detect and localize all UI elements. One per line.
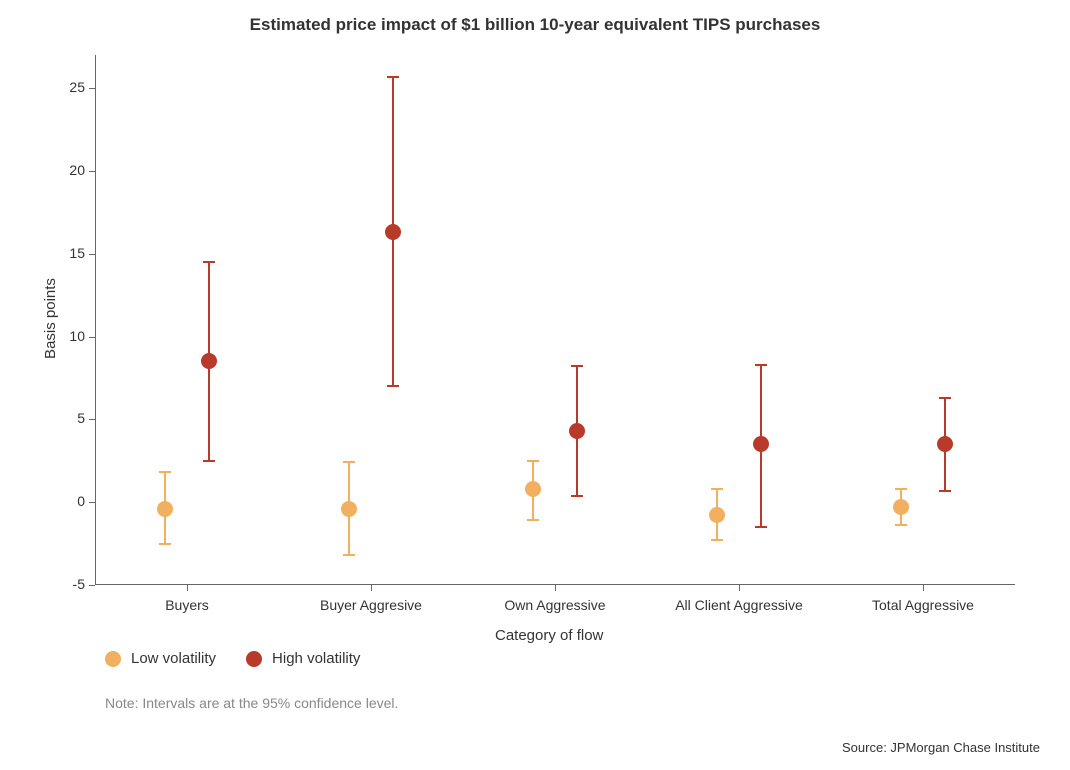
y-tick-label: 20 bbox=[45, 162, 85, 178]
y-tick bbox=[89, 337, 95, 338]
data-point bbox=[201, 353, 217, 369]
x-tick bbox=[371, 585, 372, 591]
error-bar-cap bbox=[755, 364, 767, 366]
error-bar-cap bbox=[527, 460, 539, 462]
legend-label: Low volatility bbox=[131, 650, 216, 667]
y-tick-label: 25 bbox=[45, 79, 85, 95]
legend-item: High volatility bbox=[246, 650, 360, 667]
error-bar-cap bbox=[387, 385, 399, 387]
error-bar-cap bbox=[939, 490, 951, 492]
y-tick bbox=[89, 502, 95, 503]
error-bar-cap bbox=[755, 526, 767, 528]
y-tick-label: 5 bbox=[45, 410, 85, 426]
legend-label: High volatility bbox=[272, 650, 360, 667]
y-tick bbox=[89, 171, 95, 172]
error-bar-cap bbox=[159, 543, 171, 545]
y-tick bbox=[89, 88, 95, 89]
x-tick bbox=[187, 585, 188, 591]
error-bar-cap bbox=[387, 76, 399, 78]
legend: Low volatility High volatility bbox=[105, 650, 390, 672]
legend-marker bbox=[246, 651, 262, 667]
plot-area bbox=[95, 55, 1015, 585]
error-bar-cap bbox=[571, 365, 583, 367]
data-point bbox=[753, 436, 769, 452]
x-tick-label: Own Aggressive bbox=[480, 597, 630, 613]
y-tick-label: -5 bbox=[45, 576, 85, 592]
legend-item: Low volatility bbox=[105, 650, 216, 667]
data-point bbox=[341, 501, 357, 517]
error-bar-cap bbox=[343, 554, 355, 556]
x-tick-label: Buyer Aggresive bbox=[296, 597, 446, 613]
error-bar-cap bbox=[203, 460, 215, 462]
x-tick-label: All Client Aggressive bbox=[664, 597, 814, 613]
error-bar-cap bbox=[527, 519, 539, 521]
error-bar-cap bbox=[895, 524, 907, 526]
error-bar-cap bbox=[343, 461, 355, 463]
x-tick-label: Total Aggressive bbox=[848, 597, 998, 613]
data-point bbox=[157, 501, 173, 517]
chart-container: Estimated price impact of $1 billion 10-… bbox=[0, 0, 1070, 770]
y-tick-label: 10 bbox=[45, 328, 85, 344]
data-point bbox=[893, 499, 909, 515]
x-tick bbox=[555, 585, 556, 591]
error-bar-cap bbox=[203, 261, 215, 263]
error-bar-cap bbox=[939, 397, 951, 399]
x-tick bbox=[923, 585, 924, 591]
error-bar-cap bbox=[159, 471, 171, 473]
y-tick bbox=[89, 585, 95, 586]
chart-title: Estimated price impact of $1 billion 10-… bbox=[0, 15, 1070, 35]
chart-note: Note: Intervals are at the 95% confidenc… bbox=[105, 695, 398, 711]
data-point bbox=[937, 436, 953, 452]
error-bar-cap bbox=[711, 488, 723, 490]
y-tick-label: 0 bbox=[45, 493, 85, 509]
y-tick-label: 15 bbox=[45, 245, 85, 261]
x-tick bbox=[739, 585, 740, 591]
y-axis-label: Basis points bbox=[42, 278, 59, 359]
data-point bbox=[709, 507, 725, 523]
x-tick-label: Buyers bbox=[112, 597, 262, 613]
data-point bbox=[385, 224, 401, 240]
legend-marker bbox=[105, 651, 121, 667]
data-point bbox=[525, 481, 541, 497]
data-point bbox=[569, 423, 585, 439]
y-tick bbox=[89, 254, 95, 255]
error-bar-cap bbox=[571, 495, 583, 497]
error-bar-cap bbox=[711, 539, 723, 541]
x-axis-label: Category of flow bbox=[495, 627, 603, 644]
error-bar-cap bbox=[895, 488, 907, 490]
y-tick bbox=[89, 419, 95, 420]
chart-source: Source: JPMorgan Chase Institute bbox=[842, 740, 1040, 755]
